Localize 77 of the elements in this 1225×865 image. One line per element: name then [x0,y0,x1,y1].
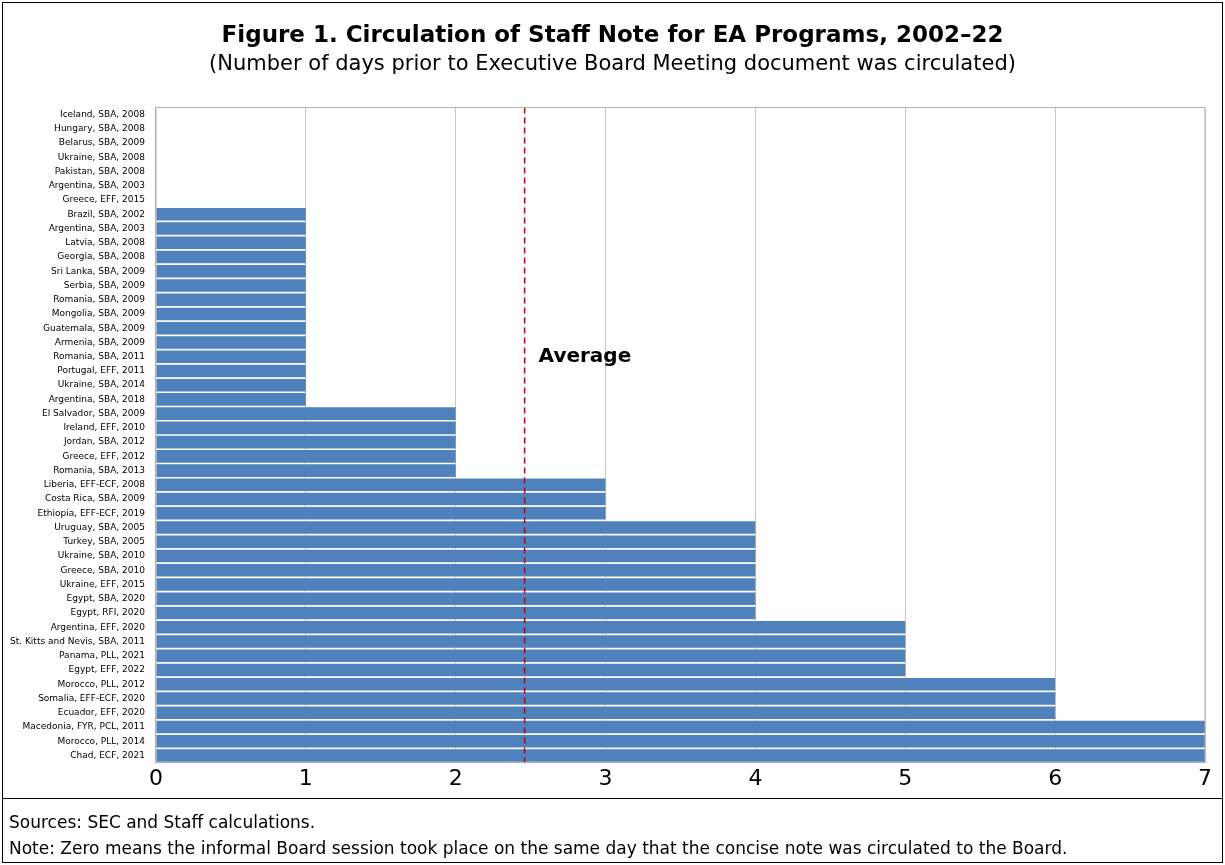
y-tick-label: Brazil, SBA, 2002 [67,208,145,219]
bar [156,535,756,549]
bar [156,606,756,620]
bar [156,663,906,677]
y-tick-label: Greece, SBA, 2010 [60,564,146,575]
y-tick-label: Egypt, RFI, 2020 [70,607,146,618]
bar [156,364,306,378]
y-tick-label: Costa Rica, SBA, 2009 [44,493,146,504]
y-tick-label: Argentina, SBA, 2018 [48,393,146,404]
x-tick-label: 7 [1198,764,1212,790]
y-tick-label: Somalia, EFF-ECF, 2020 [38,692,146,703]
x-tick-label: 3 [598,764,613,790]
y-tick-label: Uruguay, SBA, 2005 [54,521,145,532]
y-tick-label: Iceland, SBA, 2008 [59,108,146,119]
y-tick-label: Ethiopia, EFF-ECF, 2019 [37,507,146,518]
y-tick-label: Romania, SBA, 2011 [53,351,145,361]
y-tick-label: Portugal, EFF, 2011 [57,365,145,376]
y-tick-label: St. Kitts and Nevis, SBA, 2011 [9,635,145,646]
y-tick-label: Ukraine, SBA, 2010 [57,550,146,561]
chart-title: Figure 1. Circulation of Staff Note for EA Programs, 2002–22 [220,21,1005,47]
text: Note: Zero means the informal Board session took place on the same day that the concise note was circulated to the Board. [9,837,1068,860]
y-tick-label: Sri Lanka, SBA, 2009 [50,265,146,276]
bar [156,435,456,449]
source-note: Sources: SEC and Staff calculations. [9,811,317,834]
y-tick-label: Argentina, SBA, 2003 [48,180,145,191]
y-tick-label: Mongolia, SBA, 2009 [51,308,146,319]
x-tick-label: 6 [1048,764,1063,790]
bar [156,649,906,663]
y-tick-label: Egypt, SBA, 2020 [66,593,146,604]
x-tick-label: 0 [148,764,163,790]
x-tick-label: 2 [448,764,463,790]
y-tick-label: Greece, EFF, 2015 [62,194,145,205]
chart-subtitle: (Number of days prior to Executive Board Meeting document was circulated) [208,51,1017,75]
y-tick-label: Morocco, PLL, 2014 [57,735,146,746]
y-tick-label: Belarus, SBA, 2009 [58,137,146,148]
bar [156,478,606,492]
y-tick-label: Ukraine, EFF, 2015 [59,578,145,589]
bar [156,321,306,335]
y-tick-label: Egypt, EFF, 2022 [68,664,145,675]
bar [156,549,756,563]
y-tick-label: Turkey, SBA, 2005 [62,536,145,547]
y-tick-label: Jordan, SBA, 2012 [62,436,145,447]
y-tick-label: Chad, ECF, 2021 [70,749,145,760]
y-tick-label: Morocco, PLL, 2012 [57,678,145,689]
bar [156,250,306,264]
bar [156,592,756,606]
y-tick-label: Ireland, EFF, 2010 [63,422,146,433]
ref-line-label: Average [538,342,632,367]
y-tick-label: Panama, PLL, 2021 [59,650,145,661]
y-tick-label: Georgia, SBA, 2008 [57,251,146,262]
y-tick-label: Armenia, SBA, 2009 [54,336,146,347]
bar [156,378,306,392]
y-tick-label: Ecuador, EFF, 2020 [57,707,146,718]
y-tick-label: Argentina, SBA, 2003 [48,222,145,233]
y-tick-label: Guatemala, SBA, 2009 [42,322,146,333]
y-tick-label: Macedonia, FYR, PCL, 2011 [22,721,145,732]
bar [156,421,456,435]
bar [156,307,306,321]
y-tick-label: Romania, SBA, 2013 [53,464,145,475]
y-tick-label: Romania, SBA, 2009 [53,294,146,305]
y-tick-label: Pakistan, SBA, 2008 [54,165,146,176]
x-tick-label: 4 [748,764,763,790]
bar [156,264,306,278]
y-tick-label: Ukraine, SBA, 2008 [57,151,146,162]
y-tick-label: El Salvador, SBA, 2009 [42,407,146,418]
bar [156,492,606,506]
y-tick-label: Liberia, EFF-ECF, 2008 [43,479,146,490]
y-tick-label: Hungary, SBA, 2008 [54,123,146,134]
y-tick-label: Latvia, SBA, 2008 [65,237,146,248]
y-tick-label: Serbia, SBA, 2009 [63,279,146,290]
x-tick-label: 5 [898,764,913,790]
y-tick-label: Greece, EFF, 2012 [62,450,145,461]
bar [156,207,306,221]
y-tick-label: Ukraine, SBA, 2014 [57,379,146,390]
x-tick-label: 1 [298,764,313,790]
bar [156,720,1205,734]
y-tick-label: Argentina, EFF, 2020 [50,621,146,632]
